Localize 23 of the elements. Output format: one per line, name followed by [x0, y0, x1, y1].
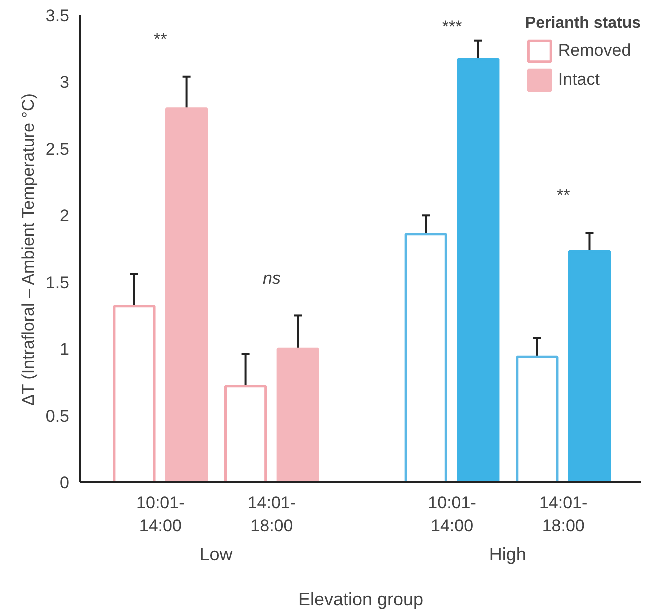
legend-label: Intact: [558, 70, 600, 90]
text: High: [489, 544, 526, 564]
x-tick-label: 10:01- 14:00: [136, 494, 185, 536]
y-tick-label: 3.5: [46, 6, 70, 26]
x-tick-label: 10:01- 14:00: [428, 494, 476, 536]
y-tick-label: 2: [60, 206, 70, 226]
y-tick-label: 0: [60, 474, 70, 492]
legend-label: Removed: [558, 41, 632, 61]
y-tick-label: 1: [60, 340, 70, 360]
y-tick-label: 1.5: [46, 273, 70, 292]
x-axis-title: Elevation group: [298, 590, 424, 610]
y-axis-title: ΔT (Intrafloral – Ambient Temperature °C): [18, 94, 38, 406]
y-tick-label: 3: [60, 73, 70, 92]
annotation: **: [556, 186, 571, 206]
legend-title: Perianth status: [525, 15, 641, 33]
y-tick-label: 2.5: [46, 140, 70, 159]
annotation: ns: [262, 268, 282, 288]
annotation: **: [154, 30, 168, 50]
text: Low: [200, 544, 234, 564]
annotation: ***: [442, 18, 463, 37]
x-tick-label: 14:01- 18:00: [248, 494, 296, 536]
x-tick-label: 14:01- 18:00: [539, 494, 588, 536]
y-tick-label: 0.5: [46, 406, 70, 426]
